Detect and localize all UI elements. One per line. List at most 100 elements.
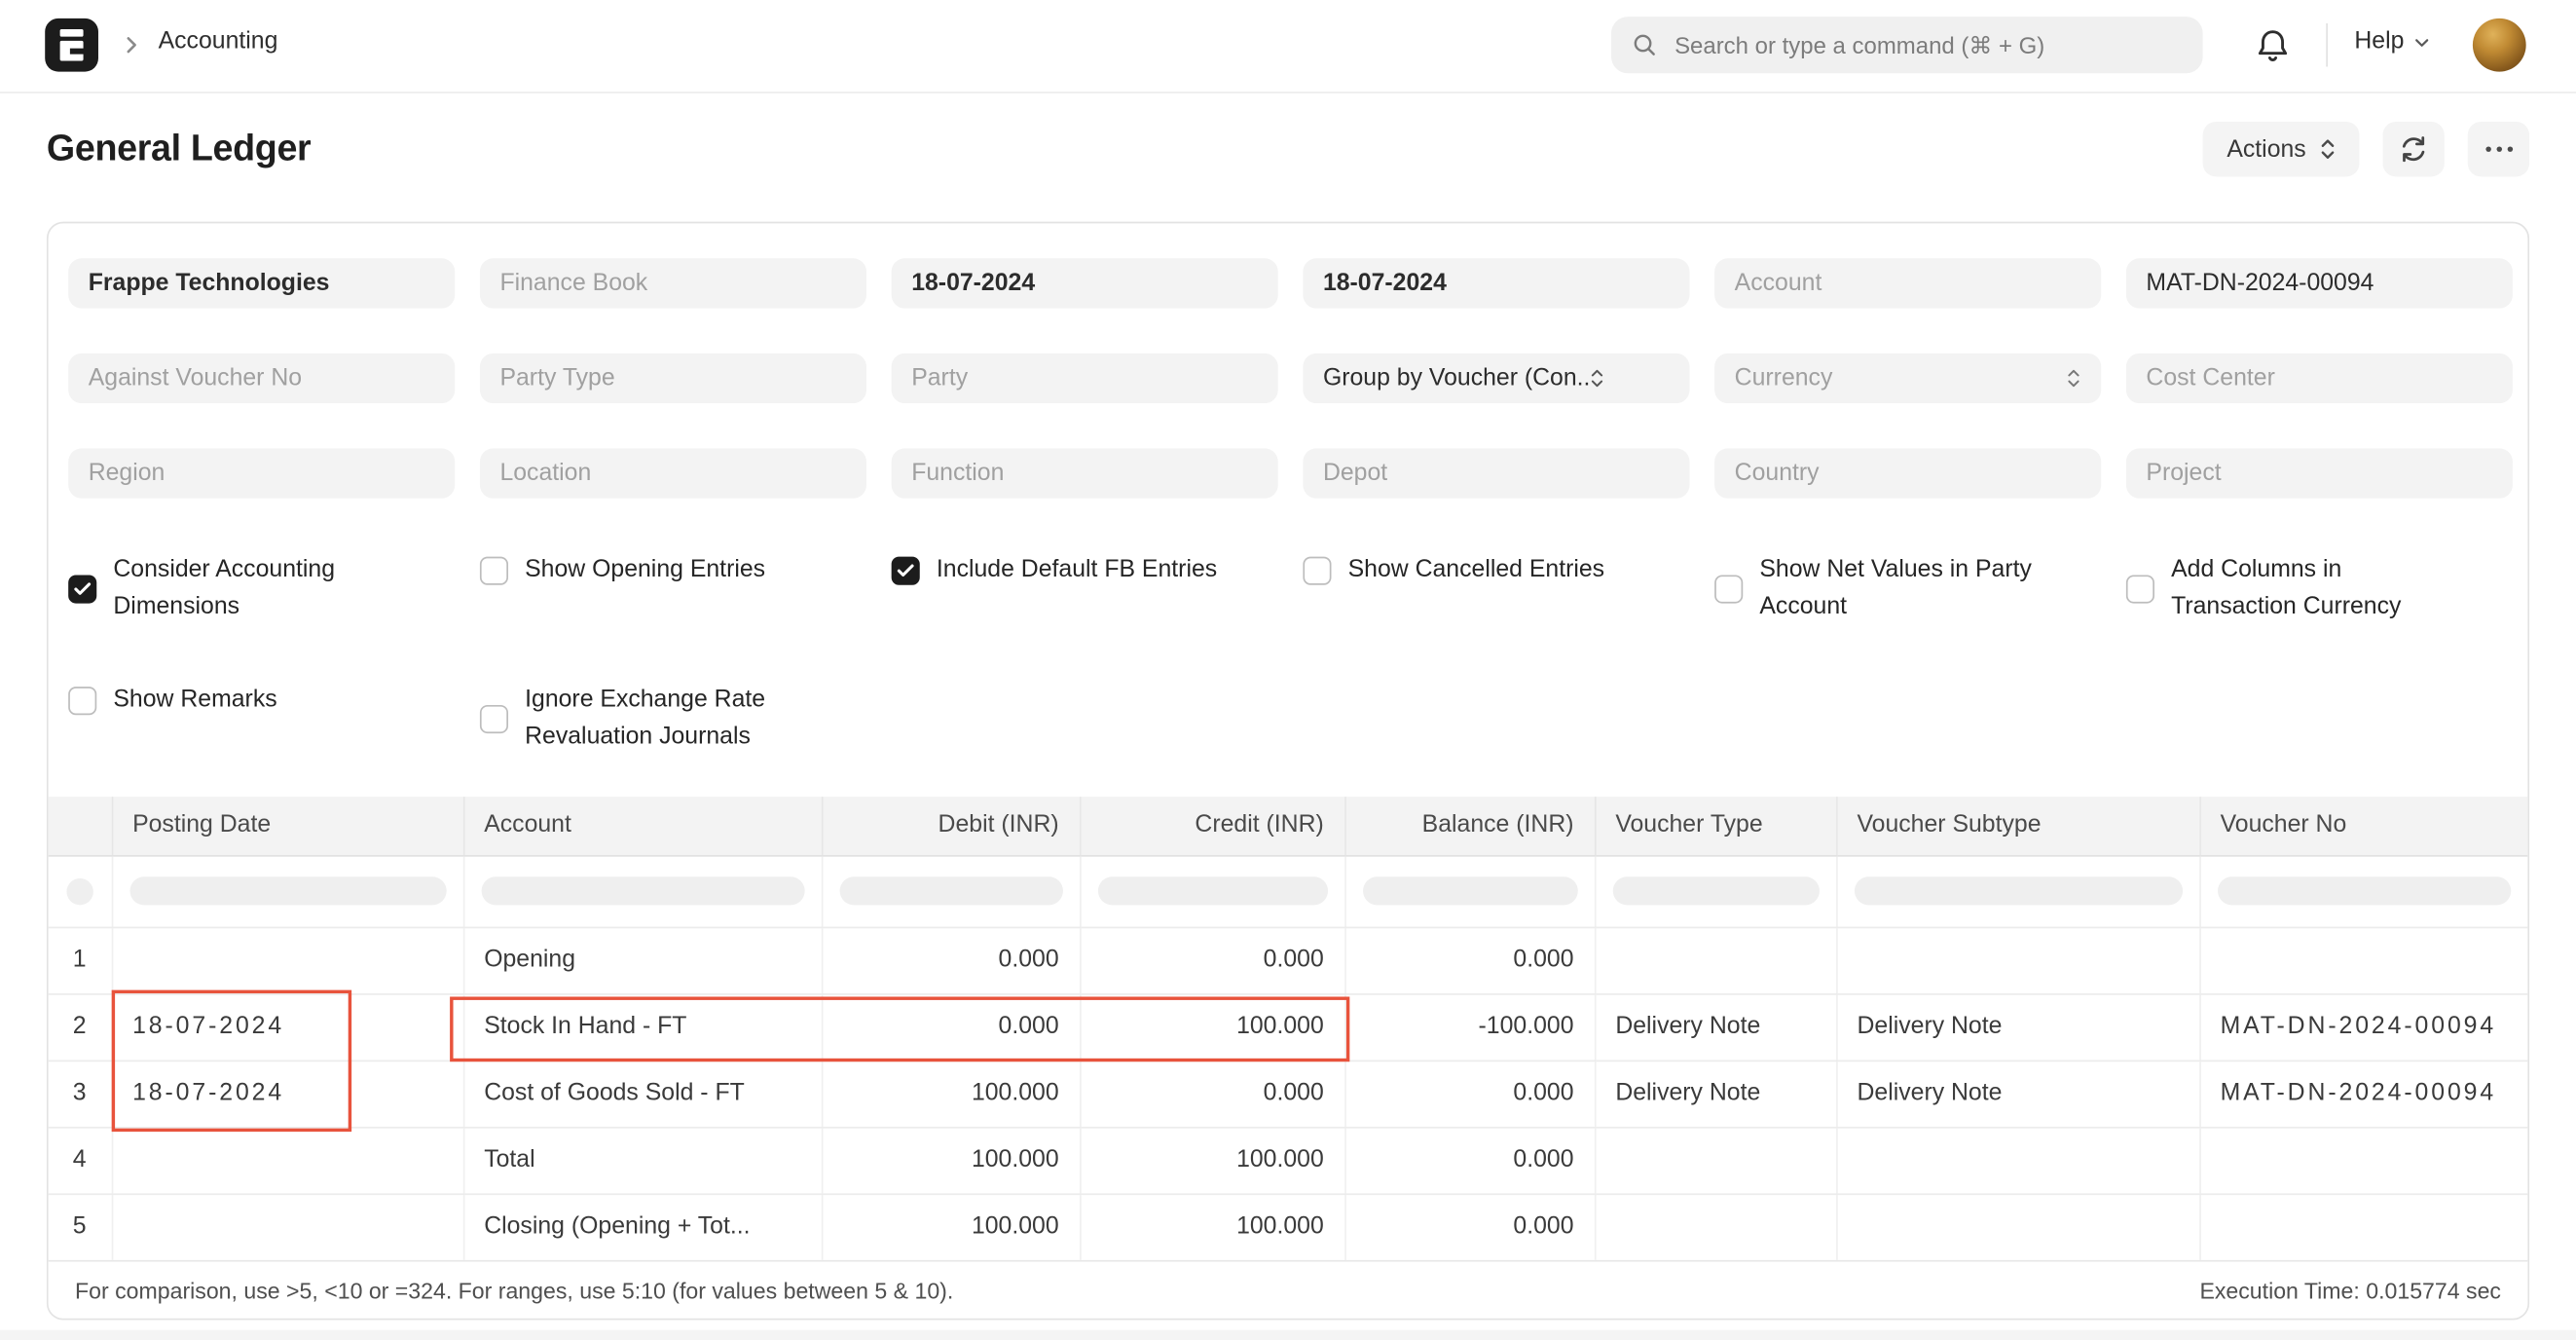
cell-balance: 0.000 [1344, 1193, 1596, 1260]
filter-currency[interactable]: Currency [1714, 353, 2102, 404]
avatar[interactable] [2472, 18, 2526, 72]
cell-debit: 100.000 [821, 1193, 1081, 1260]
notifications-button[interactable] [2253, 26, 2293, 66]
row-number: 4 [48, 1126, 113, 1195]
filter-location-placeholder: Location [499, 460, 592, 487]
checkbox-consider-accounting-dimensions[interactable]: Consider Accounting Dimensions [68, 552, 455, 625]
table-row[interactable]: 3 18-07-2024 Cost of Goods Sold - FT 100… [48, 1060, 2528, 1128]
filter-company[interactable]: Frappe Technologies [68, 258, 456, 309]
filter-finance-book-placeholder: Finance Book [499, 270, 648, 297]
filter-against-voucher-no[interactable]: Against Voucher No [68, 353, 456, 404]
row-number: 5 [48, 1193, 113, 1260]
column-filter-voucher-type[interactable] [1594, 855, 1837, 928]
column-filter-voucher-subtype[interactable] [1836, 855, 2201, 928]
report-table: Posting Date Account Debit (INR) Credit … [48, 797, 2528, 1260]
actions-button[interactable]: Actions [2203, 121, 2360, 177]
breadcrumb-accounting[interactable]: Accounting [158, 28, 278, 56]
column-header-account[interactable]: Account [462, 797, 823, 856]
column-header-posting-date[interactable]: Posting Date [111, 797, 464, 856]
cell-debit: 0.000 [821, 993, 1081, 1061]
column-filter-credit[interactable] [1080, 855, 1346, 928]
filter-party-type-placeholder: Party Type [499, 364, 615, 392]
refresh-button[interactable] [2382, 121, 2445, 177]
checkbox-box [68, 574, 97, 603]
cell-credit: 100.000 [1080, 993, 1346, 1061]
report-card: Frappe Technologies Finance Book 18-07-2… [46, 221, 2530, 1321]
column-filter-balance[interactable] [1344, 855, 1596, 928]
checkbox-show-net-values-in-party-account[interactable]: Show Net Values in Party Account [1714, 552, 2101, 625]
cell-credit: 0.000 [1080, 1060, 1346, 1128]
chevron-up-down-icon [2066, 367, 2080, 391]
filter-function[interactable]: Function [891, 448, 1278, 499]
erpnext-logo[interactable] [45, 18, 98, 72]
global-search[interactable] [1611, 17, 2203, 74]
filter-party-type[interactable]: Party Type [479, 353, 866, 404]
filter-country-placeholder: Country [1734, 460, 1820, 487]
navbar-divider [2326, 22, 2328, 67]
cell-voucher-subtype [1836, 926, 2201, 994]
filter-voucher-no[interactable]: MAT-DN-2024-00094 [2125, 258, 2513, 309]
checkbox-ignore-exchange-rate-revaluation-journals[interactable]: Ignore Exchange Rate Revaluation Journal… [479, 682, 866, 755]
cell-posting-date [111, 926, 464, 994]
checkbox-show-remarks[interactable]: Show Remarks [68, 682, 455, 719]
table-header-row: Posting Date Account Debit (INR) Credit … [48, 797, 2528, 856]
filter-party[interactable]: Party [891, 353, 1278, 404]
column-header-debit[interactable]: Debit (INR) [821, 797, 1081, 856]
column-filter-account[interactable] [462, 855, 823, 928]
filter-region[interactable]: Region [68, 448, 456, 499]
checkbox-label: Show Opening Entries [525, 556, 766, 584]
filter-finance-book[interactable]: Finance Book [479, 258, 866, 309]
cell-voucher-type [1594, 1126, 1837, 1195]
cell-account: Opening [462, 926, 823, 994]
checkbox-include-default-fb-entries[interactable]: Include Default FB Entries [891, 552, 1292, 589]
column-filter-rownum[interactable] [48, 855, 113, 928]
filter-location[interactable]: Location [479, 448, 866, 499]
filter-account[interactable]: Account [1714, 258, 2102, 309]
checkbox-show-cancelled-entries[interactable]: Show Cancelled Entries [1303, 552, 1689, 589]
help-menu[interactable]: Help [2354, 28, 2430, 55]
table-row[interactable]: 1 Opening 0.000 0.000 0.000 [48, 926, 2528, 994]
checkbox-box [1714, 574, 1744, 603]
cell-voucher-no [2199, 926, 2528, 994]
filter-from-date[interactable]: 18-07-2024 [891, 258, 1278, 309]
checkbox-show-opening-entries[interactable]: Show Opening Entries [479, 552, 866, 589]
row-number: 2 [48, 993, 113, 1061]
column-filter-posting-date[interactable] [111, 855, 464, 928]
cell-credit: 100.000 [1080, 1193, 1346, 1260]
search-input[interactable] [1671, 29, 2184, 60]
column-header-voucher-type[interactable]: Voucher Type [1594, 797, 1837, 856]
filter-party-placeholder: Party [911, 364, 969, 392]
table-row[interactable]: 4 Total 100.000 100.000 0.000 [48, 1126, 2528, 1195]
column-header-voucher-subtype[interactable]: Voucher Subtype [1836, 797, 2201, 856]
filter-country[interactable]: Country [1714, 448, 2102, 499]
more-button[interactable] [2467, 121, 2530, 177]
checkbox-add-columns-in-transaction-currency[interactable]: Add Columns in Transaction Currency [2125, 552, 2513, 625]
cell-voucher-no: MAT-DN-2024-00094 [2199, 1060, 2528, 1128]
checkbox-box [479, 555, 509, 584]
checkbox-box [68, 686, 97, 715]
column-filter-debit[interactable] [821, 855, 1081, 928]
column-header-balance[interactable]: Balance (INR) [1344, 797, 1596, 856]
checkbox-box [2125, 574, 2154, 603]
column-filter-row [48, 855, 2528, 928]
filter-to-date-value: 18-07-2024 [1322, 270, 1447, 297]
cell-balance: 0.000 [1344, 926, 1596, 994]
filter-project[interactable]: Project [2125, 448, 2513, 499]
column-header-voucher-no[interactable]: Voucher No [2199, 797, 2528, 856]
cell-balance: -100.000 [1344, 993, 1596, 1061]
checkbox-label: Show Net Values in Party Account [1759, 556, 2032, 620]
cell-account: Closing (Opening + Tot... [462, 1193, 823, 1260]
cell-posting-date: 18-07-2024 [111, 1060, 464, 1128]
filter-to-date[interactable]: 18-07-2024 [1303, 258, 1690, 309]
cell-account: Total [462, 1126, 823, 1195]
column-header-rownum [48, 797, 113, 856]
column-filter-voucher-no[interactable] [2199, 855, 2528, 928]
column-header-credit[interactable]: Credit (INR) [1080, 797, 1346, 856]
table-row[interactable]: 2 18-07-2024 Stock In Hand - FT 0.000 10… [48, 993, 2528, 1061]
chevron-up-down-icon [1590, 367, 1604, 391]
filter-cost-center-placeholder: Cost Center [2146, 364, 2275, 392]
filter-cost-center[interactable]: Cost Center [2125, 353, 2513, 404]
filter-group-by[interactable]: Group by Voucher (Con.. [1303, 353, 1690, 404]
table-row[interactable]: 5 Closing (Opening + Tot... 100.000 100.… [48, 1193, 2528, 1260]
filter-depot[interactable]: Depot [1303, 448, 1690, 499]
